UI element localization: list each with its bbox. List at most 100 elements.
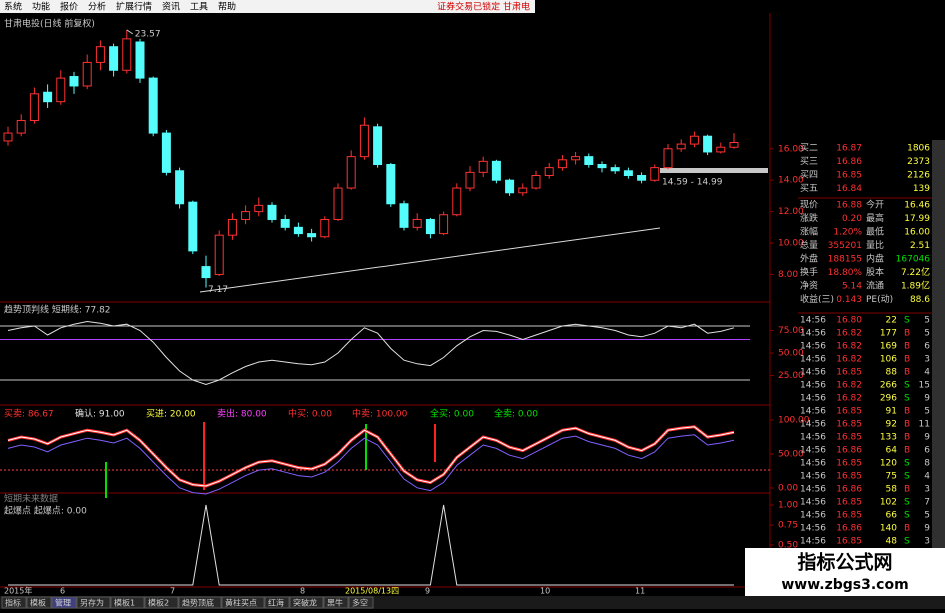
- y-tick-label: 0.75: [778, 521, 798, 531]
- y-tick-label: 75.00: [778, 326, 804, 336]
- tab-label[interactable]: 模板: [30, 598, 46, 608]
- indicator-line: [7, 426, 735, 487]
- trend-line: [199, 227, 661, 293]
- tab[interactable]: [144, 596, 179, 609]
- watermark-box: [745, 548, 945, 596]
- stat-label: 股本: [866, 266, 884, 278]
- tab-label[interactable]: 指标: [5, 598, 21, 608]
- tick-side: S: [904, 537, 910, 547]
- tick-volume: 88: [886, 368, 898, 378]
- tab-label[interactable]: 管理: [55, 598, 71, 608]
- y-tick-label: 100.00: [778, 416, 810, 426]
- stat-label: 现价: [800, 200, 818, 211]
- candle-body: [56, 77, 66, 103]
- stat-value: 167046: [896, 255, 931, 265]
- tab-label[interactable]: 红海: [268, 598, 284, 608]
- lock-text: 证券交易已锁定 甘肃电: [437, 1, 530, 13]
- tab-label[interactable]: 趋势顶底: [182, 598, 214, 608]
- book-name: 买五: [800, 183, 818, 194]
- stat-value: 16.88: [836, 201, 862, 211]
- tick-count: 8: [924, 459, 930, 469]
- candle-body: [571, 156, 581, 161]
- tab[interactable]: [178, 596, 222, 609]
- book-price: 16.85: [836, 171, 862, 181]
- candle-body: [307, 233, 317, 238]
- candle-body: [399, 203, 409, 228]
- side-toolbar: [932, 140, 945, 590]
- indicator-label: 全卖: 0.00: [494, 408, 538, 420]
- candle-body: [201, 266, 211, 279]
- tab[interactable]: [221, 596, 265, 609]
- tick-volume: 133: [880, 433, 897, 443]
- y-tick-label: 0.50: [778, 541, 798, 551]
- candle-body: [518, 187, 528, 194]
- candle-body: [359, 124, 369, 158]
- tick-side: S: [904, 511, 910, 521]
- tick-side: S: [904, 394, 910, 404]
- stat-label: 涨跌: [800, 213, 818, 224]
- tick-volume: 92: [886, 420, 897, 430]
- stat-label: 量比: [866, 239, 884, 251]
- candle-body: [43, 91, 53, 103]
- indicator-title: 短期未来数据: [4, 493, 58, 505]
- watermark-url: www.zbgs3.com: [781, 577, 908, 593]
- candle-body: [465, 171, 475, 189]
- tick-time: 14:56: [800, 316, 826, 326]
- indicator-label: 全买: 0.00: [430, 408, 474, 420]
- tab[interactable]: [1, 596, 27, 609]
- tick-count: 9: [924, 394, 930, 404]
- candle-body: [676, 143, 686, 150]
- candle-body: [175, 170, 185, 205]
- tab-label[interactable]: 模板2: [148, 598, 169, 608]
- tab-label[interactable]: 黑牛: [327, 598, 343, 608]
- menu-item: 扩展行情: [116, 1, 152, 13]
- date-label: 2015年: [4, 586, 32, 596]
- stat-label: 流通: [866, 280, 884, 292]
- y-tick-label: 50.00: [778, 450, 804, 460]
- indicator-label: 确认: 91.00: [75, 408, 125, 420]
- tab[interactable]: [264, 596, 290, 609]
- tab-label[interactable]: 突破龙: [293, 598, 317, 608]
- tab[interactable]: [76, 596, 111, 609]
- tab-label[interactable]: 模板1: [114, 598, 135, 608]
- tick-volume: 106: [880, 355, 897, 365]
- tick-count: 4: [924, 472, 930, 482]
- menu-item: 工具: [190, 2, 208, 13]
- stat-value: 16.46: [904, 201, 930, 211]
- tab[interactable]: [26, 596, 52, 609]
- candle-body: [703, 135, 713, 153]
- tick-time: 14:56: [800, 368, 826, 378]
- candle-body: [280, 218, 290, 228]
- tab[interactable]: [51, 596, 77, 609]
- candle-body: [478, 160, 488, 173]
- tick-time: 14:56: [800, 420, 826, 430]
- candle-body: [439, 214, 449, 235]
- tab-label[interactable]: 黄柱买点: [225, 598, 257, 608]
- tick-count: 6: [924, 446, 930, 456]
- tick-price: 16.85: [836, 537, 862, 547]
- candle-body: [29, 93, 39, 122]
- tick-volume: 48: [886, 537, 898, 547]
- tick-side: B: [904, 368, 910, 378]
- stat-label: 内盘: [866, 253, 884, 265]
- date-label: 8: [300, 587, 305, 596]
- tick-price: 16.82: [836, 355, 862, 365]
- candle-body: [227, 218, 237, 236]
- tab[interactable]: [289, 596, 324, 609]
- date-label: 10: [540, 587, 550, 596]
- tab-label[interactable]: 另存为: [80, 598, 104, 608]
- stat-value: 1.20%: [833, 228, 862, 238]
- stat-value: 0.20: [842, 214, 862, 224]
- candle-body: [716, 146, 726, 153]
- book-name: 买二: [800, 143, 818, 154]
- tick-side: B: [904, 524, 910, 534]
- tab[interactable]: [323, 596, 349, 609]
- candle-body: [267, 204, 277, 220]
- high-pointer: [126, 29, 134, 35]
- tick-count: 3: [924, 485, 930, 495]
- tick-volume: 102: [880, 498, 897, 508]
- tab[interactable]: [348, 596, 374, 609]
- tab-label[interactable]: 多空: [352, 598, 368, 608]
- tab[interactable]: [110, 596, 145, 609]
- book-volume: 1806: [907, 144, 930, 154]
